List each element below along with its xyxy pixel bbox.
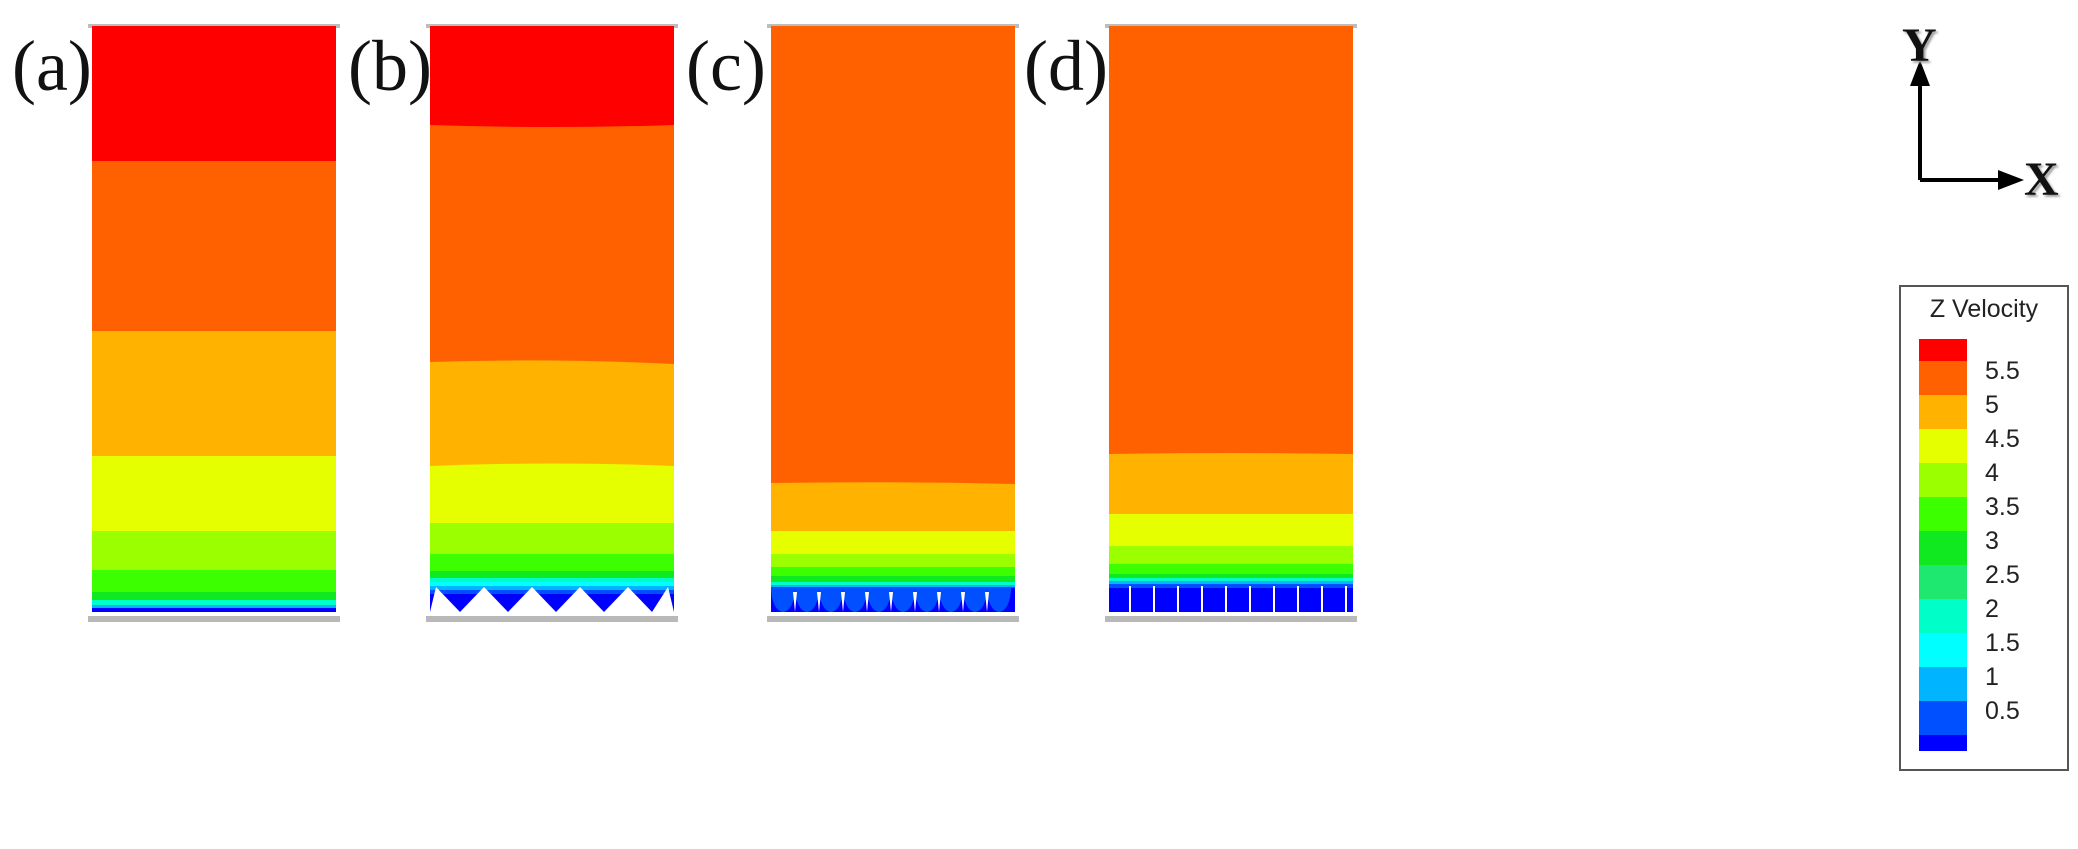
contour-band [92, 456, 336, 531]
contour-band [92, 605, 336, 608]
legend-swatch [1919, 531, 1967, 565]
contour-band [92, 26, 336, 161]
contour-band [92, 608, 336, 612]
contour-band [92, 600, 336, 605]
velocity-contour-panel-c [771, 26, 1015, 612]
velocity-contour-panel-a [92, 26, 336, 612]
legend-swatch [1919, 463, 1967, 497]
panel-label-c: (c) [686, 26, 766, 106]
panel-label-b: (b) [348, 26, 432, 106]
legend-tick-label: 1.5 [1985, 629, 2020, 657]
legend-swatch [1919, 667, 1967, 701]
velocity-contour-panel-d [1109, 26, 1353, 612]
y-axis-label: Y [1902, 19, 1937, 72]
contour-band [92, 592, 336, 600]
legend-tick-label: 5 [1985, 391, 1999, 419]
panel-a-base [88, 616, 340, 622]
panel-label-a: (a) [12, 26, 92, 106]
x-axis-label: X [2024, 153, 2059, 206]
axes-arrows [1910, 60, 2024, 190]
contour-band [92, 331, 336, 456]
legend-swatch [1919, 429, 1967, 463]
panel-label-d: (d) [1024, 26, 1108, 106]
panel-d-base [1105, 616, 1357, 622]
legend-swatch [1919, 633, 1967, 667]
contour-band [92, 531, 336, 570]
legend-swatch [1919, 599, 1967, 633]
panel-c-base [767, 616, 1019, 622]
legend-swatch [1919, 497, 1967, 531]
contour-band [92, 570, 336, 592]
velocity-legend: Z Velocity 5.5 5 4.5 4 3.5 3 2.5 2 1.5 1 0.5 [1899, 285, 2069, 771]
legend-tick-label: 4.5 [1985, 425, 2020, 453]
scallop-gaps [793, 592, 989, 612]
blade-riblets [1129, 586, 1347, 612]
legend-tick-label: 0.5 [1985, 697, 2020, 725]
legend-tick-label: 3 [1985, 527, 1999, 555]
legend-tick-label: 2 [1985, 595, 1999, 623]
legend-tick-label: 2.5 [1985, 561, 2020, 589]
legend-swatch-top [1919, 339, 1967, 361]
legend-swatch [1919, 395, 1967, 429]
contour-band [430, 26, 674, 127]
legend-swatch-bottom [1919, 735, 1967, 751]
triangular-riblets [430, 587, 674, 612]
legend-swatch [1919, 565, 1967, 599]
legend-tick-label: 5.5 [1985, 357, 2020, 385]
legend-tick-label: 3.5 [1985, 493, 2020, 521]
legend-tick-label: 1 [1985, 663, 1999, 691]
contour-band [92, 161, 336, 331]
velocity-contour-panel-b [430, 26, 674, 612]
panel-b-base [426, 616, 678, 622]
legend-tick-label: 4 [1985, 459, 1999, 487]
contour-band [1109, 588, 1353, 612]
legend-swatch [1919, 361, 1967, 395]
legend-title: Z Velocity [1929, 295, 2039, 323]
legend-swatch [1919, 701, 1967, 735]
coordinate-axes: Y X [1858, 19, 2059, 215]
